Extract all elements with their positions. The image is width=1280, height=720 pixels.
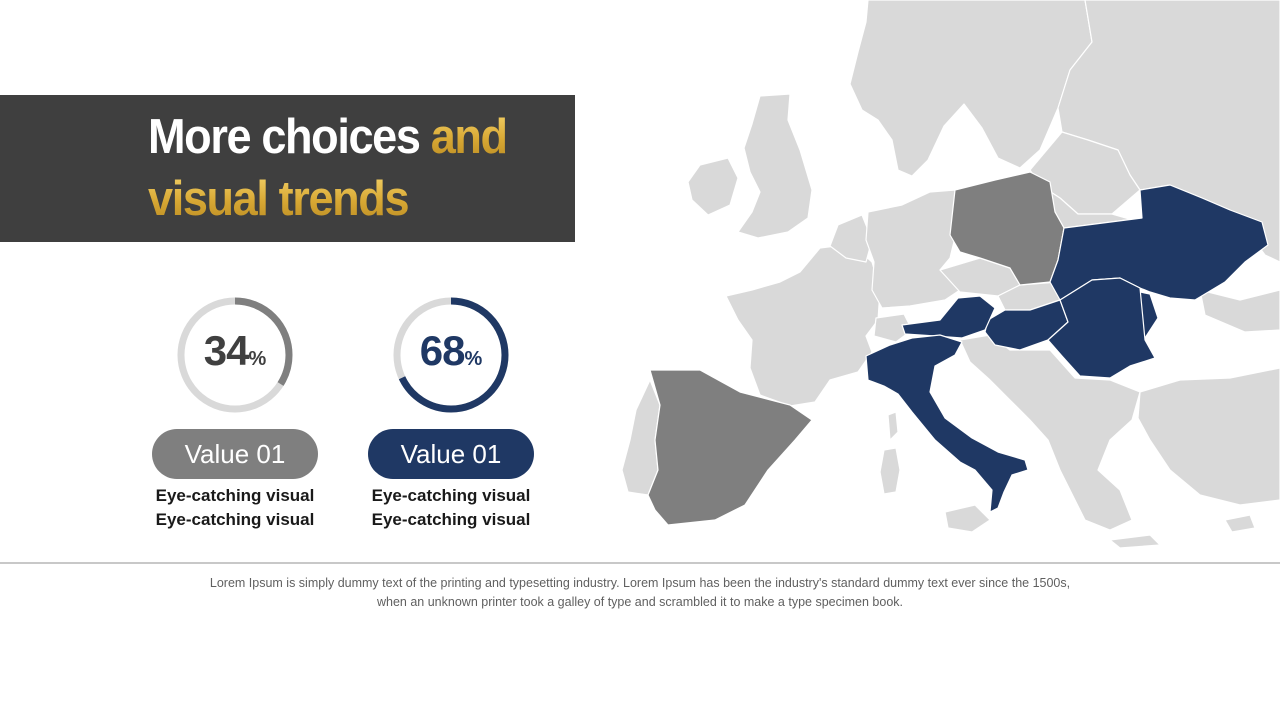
stat-percent-1: 34% — [174, 330, 296, 372]
ring-arc-1 — [177, 297, 293, 413]
map-romania — [1047, 277, 1156, 379]
footer-divider — [0, 562, 1280, 564]
value-pill-2: Value 01 — [368, 429, 534, 479]
title-white-text: More choices — [148, 110, 431, 164]
stat-percent-2: 68% — [390, 330, 512, 372]
map-ireland — [687, 157, 739, 216]
map-france — [725, 243, 881, 407]
map-benelux — [829, 214, 873, 263]
stat-desc-line-2a: Eye-catching visual — [371, 486, 531, 505]
title-gold-text: and — [430, 110, 508, 164]
map-cyprus — [1224, 514, 1256, 533]
map-turkey — [1137, 367, 1280, 506]
footer-line-2: when an unknown printer took a galley of… — [377, 595, 903, 609]
stat-description-2: Eye-catching visual Eye-catching visual — [362, 484, 540, 532]
percent-symbol-1: % — [248, 348, 267, 370]
title-line-2: visual trends — [148, 172, 410, 226]
map-balkans — [959, 334, 1141, 531]
percent-symbol-2: % — [464, 348, 483, 370]
map-corsica — [887, 411, 899, 441]
progress-ring-1 — [174, 294, 296, 416]
map-uk — [737, 93, 813, 239]
value-pill-1: Value 01 — [152, 429, 318, 479]
title-banner: More choices and visual trends — [0, 95, 575, 242]
map-caucasus — [1199, 289, 1280, 333]
progress-ring-2 — [390, 294, 512, 416]
title-gold-text-2: visual trends — [148, 172, 410, 226]
footer-line-1: Lorem Ipsum is simply dummy text of the … — [209, 576, 1071, 590]
map-sardinia — [879, 447, 901, 495]
percent-value-2: 68 — [419, 327, 466, 374]
map-austria — [901, 295, 996, 339]
stat-desc-line-2b: Eye-catching visual — [371, 510, 531, 529]
map-germany — [865, 189, 961, 309]
map-spain — [647, 369, 813, 526]
footer-text: Lorem Ipsum is simply dummy text of the … — [120, 574, 1160, 612]
stat-description-1: Eye-catching visual Eye-catching visual — [146, 484, 324, 532]
ring-arc-2 — [393, 297, 509, 413]
title-line-1: More choices and — [148, 110, 508, 164]
stat-desc-line-1b: Eye-catching visual — [155, 510, 315, 529]
stat-desc-line-1a: Eye-catching visual — [155, 486, 315, 505]
europe-map — [620, 0, 1280, 560]
map-sicily — [944, 504, 991, 533]
map-crete — [1109, 534, 1161, 549]
percent-value-1: 34 — [203, 327, 250, 374]
map-italy — [865, 334, 1029, 513]
map-switzerland — [873, 313, 913, 343]
